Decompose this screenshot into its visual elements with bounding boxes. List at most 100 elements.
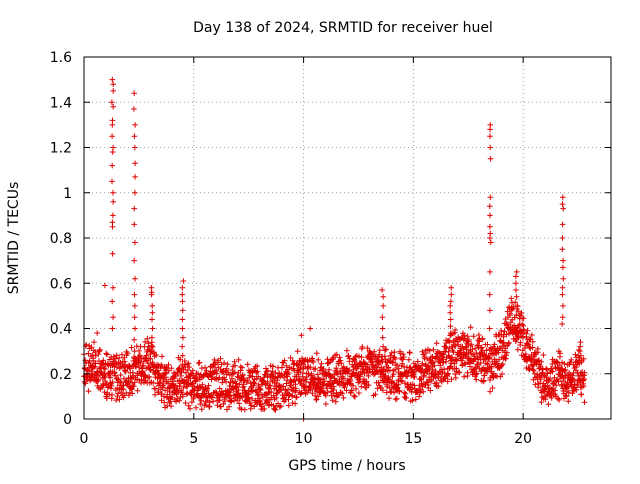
data-point [176,383,183,389]
data-point [579,369,585,375]
data-point [391,349,398,355]
data-point [348,387,355,394]
data-point [420,388,426,395]
data-point [380,303,386,309]
data-point [487,156,494,162]
data-point [449,354,455,360]
data-point [375,379,382,386]
data-point [169,380,175,387]
data-point [443,358,449,365]
data-point [452,327,458,333]
data-point [446,365,453,371]
data-point [450,349,457,355]
data-point [535,349,541,355]
data-point [180,278,187,284]
data-point [324,356,331,362]
data-point [510,304,517,310]
data-point [296,369,302,375]
data-point [315,393,321,400]
data-point [387,367,393,373]
data-point [222,394,228,401]
data-point [265,389,272,396]
data-point [476,332,482,338]
data-point [127,389,133,396]
data-point [286,402,292,409]
data-point [298,390,304,397]
data-point [559,359,565,366]
data-point [148,347,154,354]
data-point [559,246,566,253]
data-point [581,369,588,376]
data-point [569,373,576,379]
data-point [560,264,566,271]
data-point [487,212,493,219]
data-point [394,362,400,369]
data-point [573,387,580,393]
data-point [409,386,415,393]
data-point [277,404,283,410]
data-point [462,361,468,368]
data-point [168,403,174,409]
data-point [272,369,279,376]
data-point [221,360,227,366]
data-point [159,353,165,360]
data-point [538,399,545,405]
data-point [169,394,175,400]
data-point [132,122,138,128]
data-point [524,327,531,334]
data-point [562,392,569,399]
data-point [572,351,579,358]
data-point [513,312,520,318]
data-point [264,379,271,385]
data-point [153,385,159,392]
data-point [213,390,220,396]
data-point [314,350,320,356]
data-point [380,387,386,394]
data-point [268,389,275,395]
y-axis-label: SRMTID / TECUs [6,182,22,295]
data-point [226,392,232,398]
data-point [85,388,92,394]
data-point [559,321,565,327]
data-point [419,360,426,367]
data-point [337,357,344,364]
data-point [132,275,138,282]
data-point [214,402,221,409]
data-point [509,300,515,306]
data-point [131,291,138,298]
data-point [379,325,386,332]
data-point [481,377,487,384]
data-point [298,364,304,371]
data-point [246,375,252,381]
data-point [503,331,510,338]
data-point [179,298,186,305]
data-point [416,393,422,400]
data-point [392,356,398,362]
data-point [140,362,146,369]
data-point [270,363,276,370]
data-point [425,365,432,372]
data-point [544,366,550,373]
data-point [399,361,405,367]
data-point [303,379,309,385]
y-tick-label: 0.4 [50,322,72,338]
data-point [560,275,567,282]
data-point [564,384,570,391]
data-point [180,391,186,398]
data-point [515,346,521,353]
data-point [366,366,373,372]
data-point [415,358,421,365]
data-point [390,371,397,377]
data-point [280,396,286,402]
data-point [453,356,460,363]
data-point [424,356,430,362]
data-point [488,239,494,246]
data-point [334,351,340,358]
data-point [282,387,289,394]
data-point [120,383,127,389]
data-point [356,353,362,360]
data-point [487,133,493,139]
x-tick-label: 10 [295,431,313,447]
data-point [126,392,132,399]
